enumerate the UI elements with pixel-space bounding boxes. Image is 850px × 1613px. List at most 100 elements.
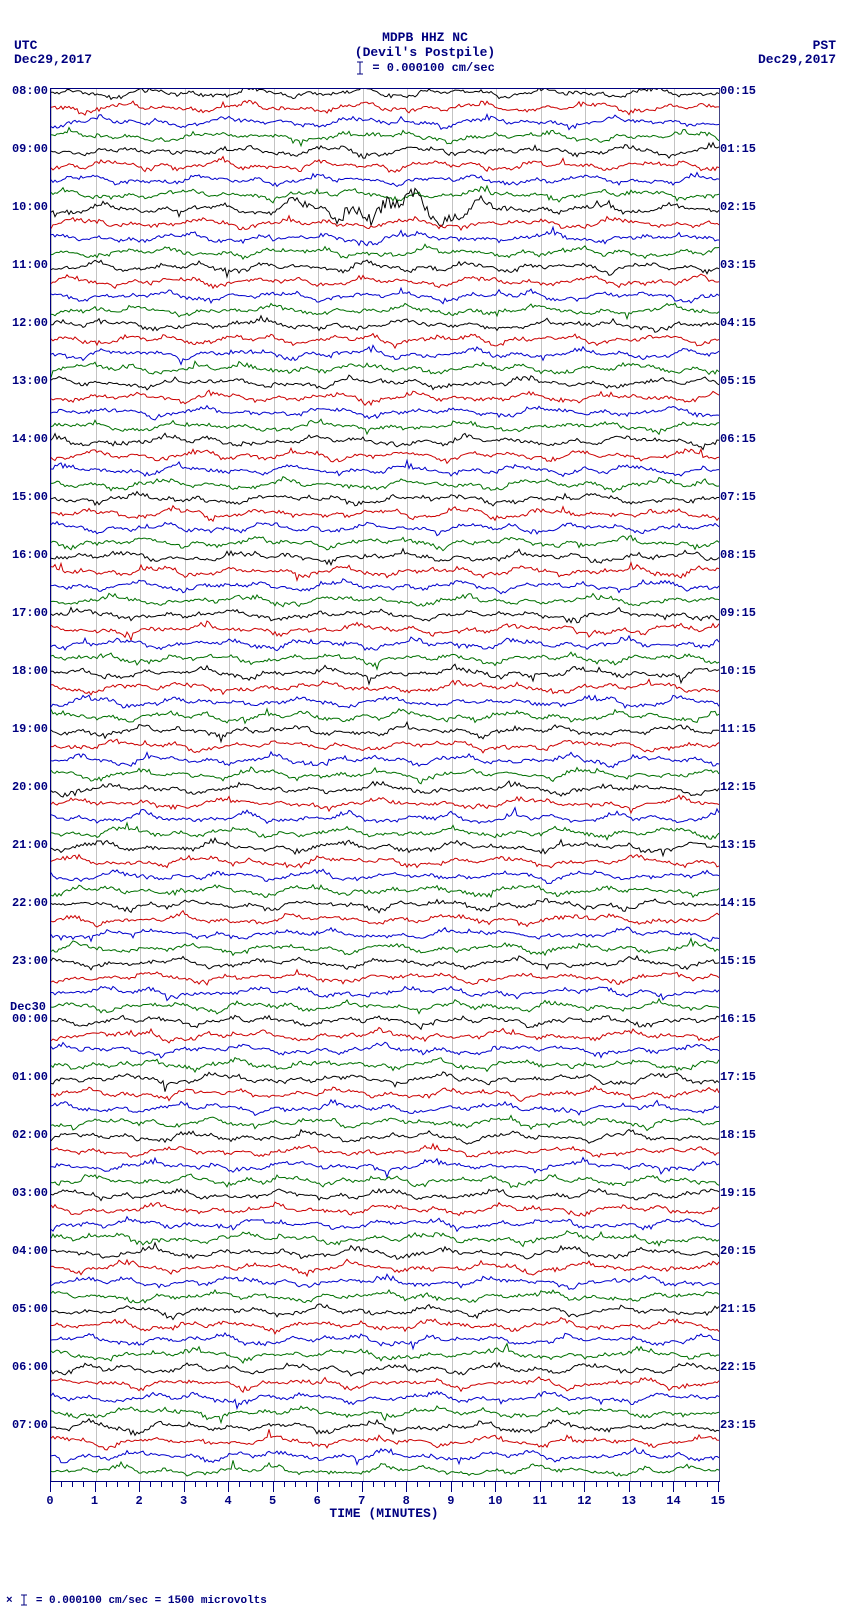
footer-text: = 0.000100 cm/sec = 1500 microvolts <box>36 1595 267 1607</box>
trace-line <box>51 506 719 522</box>
x-tick-major <box>673 1482 674 1492</box>
trace-line <box>51 911 719 927</box>
x-tick-minor <box>83 1482 84 1487</box>
x-axis-label: TIME (MINUTES) <box>50 1506 718 1521</box>
trace-line <box>51 823 719 840</box>
trace-line <box>51 227 719 245</box>
x-tick-minor <box>573 1482 574 1487</box>
seismogram-plot <box>50 88 720 1482</box>
trace-line <box>51 739 719 753</box>
x-tick-major <box>317 1482 318 1492</box>
trace-line <box>51 128 719 146</box>
utc-time-label: 14:00 <box>12 432 48 446</box>
x-tick-label: 2 <box>135 1494 142 1508</box>
x-tick-minor <box>484 1482 485 1487</box>
pst-time-label: 10:15 <box>720 664 756 678</box>
utc-time-label: 00:00 <box>12 1012 48 1026</box>
trace-line <box>51 1460 719 1476</box>
trace-line <box>51 1304 719 1320</box>
x-tick-minor <box>373 1482 374 1487</box>
footer-scale-bar-icon <box>19 1593 29 1607</box>
x-tick-major <box>95 1482 96 1492</box>
trace-line <box>51 927 719 941</box>
x-tick-label: 8 <box>403 1494 410 1508</box>
x-tick-label: 14 <box>666 1494 680 1508</box>
x-tick-minor <box>662 1482 663 1487</box>
trace-line <box>51 1406 719 1423</box>
x-tick-major <box>629 1482 630 1492</box>
trace-line <box>51 1391 719 1408</box>
pst-time-label: 18:15 <box>720 1128 756 1142</box>
trace-line <box>51 1072 719 1092</box>
x-tick-label: 10 <box>488 1494 502 1508</box>
pst-time-label: 21:15 <box>720 1302 756 1316</box>
x-tick-minor <box>429 1482 430 1487</box>
x-tick-minor <box>150 1482 151 1487</box>
x-tick-minor <box>685 1482 686 1487</box>
trace-line <box>51 1344 719 1363</box>
pst-time-label: 16:15 <box>720 1012 756 1026</box>
trace-line <box>51 781 719 797</box>
trace-line <box>51 1116 719 1131</box>
scale-legend: = 0.000100 cm/sec <box>0 60 850 76</box>
x-tick-major <box>406 1482 407 1492</box>
trace-line <box>51 1363 719 1376</box>
utc-time-label: 04:00 <box>12 1244 48 1258</box>
utc-time-label: 06:00 <box>12 1360 48 1374</box>
pst-time-label: 11:15 <box>720 722 756 736</box>
x-tick-minor <box>506 1482 507 1487</box>
pst-time-label: 02:15 <box>720 200 756 214</box>
trace-line <box>51 939 719 956</box>
trace-line <box>51 885 719 898</box>
trace-line <box>51 390 719 405</box>
x-tick-minor <box>117 1482 118 1487</box>
x-tick-minor <box>473 1482 474 1487</box>
seismogram-page: UTC Dec29,2017 PST Dec29,2017 MDPB HHZ N… <box>0 0 850 1613</box>
trace-line <box>51 1231 719 1247</box>
trace-line <box>51 288 719 304</box>
x-tick-major <box>540 1482 541 1492</box>
trace-line <box>51 173 719 187</box>
x-tick-minor <box>172 1482 173 1487</box>
pst-time-label: 03:15 <box>720 258 756 272</box>
trace-line <box>51 722 719 742</box>
pst-time-label: 13:15 <box>720 838 756 852</box>
x-tick-major <box>718 1482 719 1492</box>
trace-line <box>51 334 719 349</box>
x-tick-major <box>362 1482 363 1492</box>
trace-line <box>51 316 719 333</box>
x-tick-minor <box>562 1482 563 1487</box>
x-tick-minor <box>206 1482 207 1487</box>
x-axis: TIME (MINUTES) 0123456789101112131415 <box>50 1482 718 1522</box>
x-tick-minor <box>295 1482 296 1487</box>
x-tick-major <box>228 1482 229 1492</box>
utc-time-label: 09:00 <box>12 142 48 156</box>
x-tick-minor <box>462 1482 463 1487</box>
x-tick-minor <box>250 1482 251 1487</box>
utc-time-label: 05:00 <box>12 1302 48 1316</box>
x-tick-minor <box>607 1482 608 1487</box>
x-tick-label: 11 <box>533 1494 547 1508</box>
trace-line <box>51 593 719 606</box>
trace-line <box>51 157 719 173</box>
utc-time-label: 07:00 <box>12 1418 48 1432</box>
pst-time-label: 20:15 <box>720 1244 756 1258</box>
trace-line <box>51 188 719 226</box>
trace-line <box>51 1448 719 1465</box>
pst-time-label: 12:15 <box>720 780 756 794</box>
scale-bar-icon <box>355 60 365 76</box>
trace-line <box>51 1259 719 1276</box>
x-tick-minor <box>618 1482 619 1487</box>
x-tick-major <box>495 1482 496 1492</box>
utc-time-label: 20:00 <box>12 780 48 794</box>
x-tick-major <box>584 1482 585 1492</box>
utc-time-label: 19:00 <box>12 722 48 736</box>
trace-line <box>51 186 719 203</box>
trace-line <box>51 477 719 493</box>
trace-line <box>51 522 719 536</box>
x-tick-label: 3 <box>180 1494 187 1508</box>
trace-line <box>51 1377 719 1392</box>
trace-line <box>51 563 719 581</box>
utc-midnight-date: Dec30 <box>10 1000 46 1014</box>
pst-time-label: 19:15 <box>720 1186 756 1200</box>
